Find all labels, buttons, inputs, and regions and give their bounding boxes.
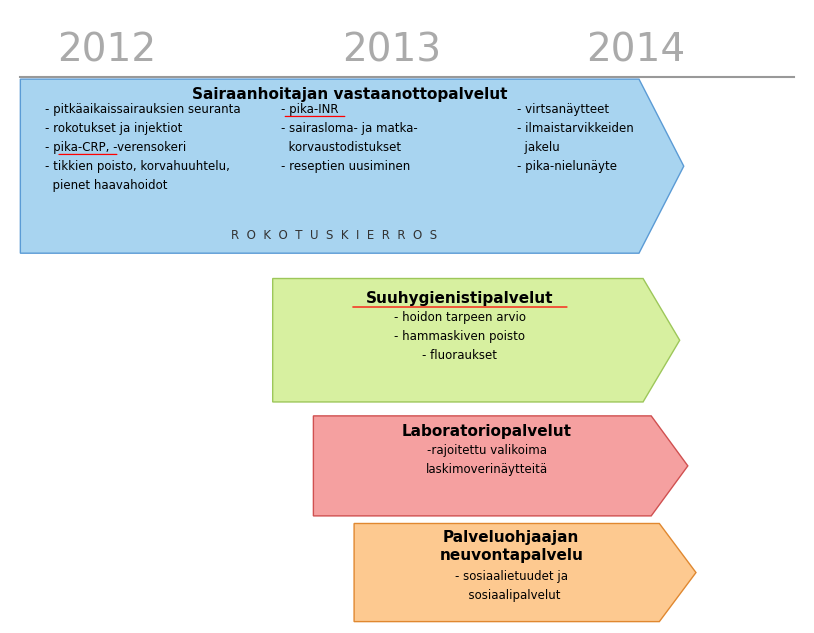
Text: - sairasloma- ja matka-: - sairasloma- ja matka- — [281, 122, 418, 135]
Polygon shape — [20, 79, 684, 253]
Text: - pika-nielunäyte: - pika-nielunäyte — [517, 160, 617, 173]
Text: - virtsanäytteet: - virtsanäytteet — [517, 103, 609, 116]
Text: Sairaanhoitajan vastaanottopalvelut: Sairaanhoitajan vastaanottopalvelut — [192, 87, 508, 103]
Text: laskimoverinäytteitä: laskimoverinäytteitä — [426, 463, 548, 477]
Text: Suuhygienistipalvelut: Suuhygienistipalvelut — [366, 291, 554, 306]
Polygon shape — [313, 416, 688, 516]
Text: Palveluohjaajan
neuvontapalvelu: Palveluohjaajan neuvontapalvelu — [440, 530, 583, 563]
Text: - fluoraukset: - fluoraukset — [422, 349, 497, 363]
Text: R  O  K  O  T  U  S  K  I  E  R  R  O  S: R O K O T U S K I E R R O S — [230, 229, 437, 242]
Text: korvaustodistukset: korvaustodistukset — [281, 141, 401, 154]
Text: - sosiaalietuudet ja: - sosiaalietuudet ja — [455, 570, 567, 583]
Text: - tikkien poisto, korvahuuhtelu,: - tikkien poisto, korvahuuhtelu, — [45, 160, 230, 173]
Text: - hammaskiven poisto: - hammaskiven poisto — [395, 330, 525, 344]
Text: - ilmaistarvikkeiden: - ilmaistarvikkeiden — [517, 122, 633, 135]
Text: - hoidon tarpeen arvio: - hoidon tarpeen arvio — [394, 311, 526, 325]
Text: sosiaalipalvelut: sosiaalipalvelut — [462, 589, 561, 602]
Text: - pitkäaikaissairauksien seuranta: - pitkäaikaissairauksien seuranta — [45, 103, 240, 116]
Text: 2014: 2014 — [586, 32, 685, 70]
Text: - pika-INR: - pika-INR — [281, 103, 339, 116]
Text: -rajoitettu valikoima: -rajoitettu valikoima — [427, 444, 547, 458]
Text: - pika-CRP, -verensokeri: - pika-CRP, -verensokeri — [45, 141, 186, 154]
Text: 2012: 2012 — [57, 32, 156, 70]
Text: jakelu: jakelu — [517, 141, 560, 154]
Text: pienet haavahoidot: pienet haavahoidot — [45, 179, 167, 192]
Text: Laboratoriopalvelut: Laboratoriopalvelut — [402, 424, 571, 439]
Polygon shape — [273, 279, 680, 402]
Text: 2013: 2013 — [342, 32, 441, 70]
Polygon shape — [354, 523, 696, 622]
Text: - reseptien uusiminen: - reseptien uusiminen — [281, 160, 410, 173]
Text: - rokotukset ja injektiot: - rokotukset ja injektiot — [45, 122, 182, 135]
